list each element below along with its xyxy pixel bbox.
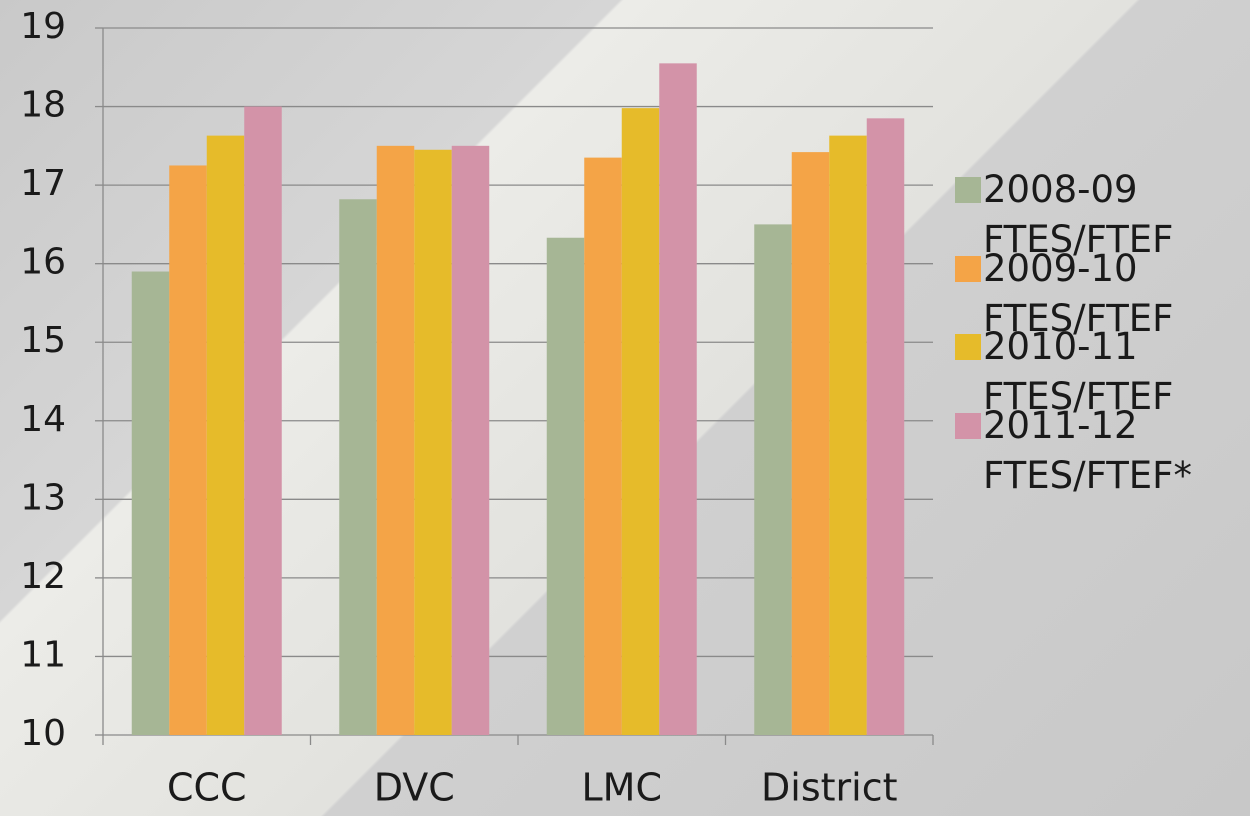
- bar: [621, 108, 660, 736]
- bar: [546, 237, 585, 735]
- x-tick-label: DVC: [374, 766, 455, 810]
- legend-label: 2011-12 FTES/FTEF*: [983, 403, 1192, 497]
- x-tick-label: LMC: [582, 766, 663, 810]
- y-tick-label: 18: [20, 85, 66, 126]
- bar: [339, 199, 377, 736]
- bar: [829, 135, 867, 736]
- bar: [206, 135, 245, 736]
- bar: [169, 165, 207, 735]
- legend-label: 2009-10 FTES/FTEF: [983, 246, 1174, 340]
- y-tick-label: 12: [20, 556, 66, 597]
- legend-swatch: [955, 177, 981, 203]
- legend-swatch: [955, 412, 981, 439]
- y-tick-label: 19: [20, 6, 66, 47]
- x-tick-label: District: [761, 766, 898, 810]
- legend-swatch: [955, 255, 981, 282]
- y-tick-label: 16: [20, 242, 66, 283]
- bar: [866, 118, 905, 736]
- y-tick-label: 11: [20, 634, 66, 675]
- y-tick-label: 15: [20, 320, 66, 361]
- bar: [584, 157, 622, 735]
- bar: [414, 149, 452, 735]
- bar: [131, 271, 170, 735]
- y-tick-label: 17: [20, 163, 66, 204]
- y-tick-label: 10: [20, 713, 66, 754]
- x-tick-label: CCC: [167, 766, 247, 810]
- y-tick-label: 14: [20, 399, 66, 440]
- legend-label: 2008-09 FTES/FTEF: [983, 168, 1174, 261]
- bar: [376, 145, 415, 736]
- legend-swatch: [955, 334, 981, 360]
- legend-label: 2010-11 FTES/FTEF: [983, 325, 1174, 418]
- bar: [791, 152, 830, 735]
- bar: [754, 224, 792, 735]
- bar: [451, 145, 490, 736]
- y-tick-label: 13: [20, 477, 66, 518]
- bar: [659, 63, 697, 736]
- bar: [244, 106, 282, 736]
